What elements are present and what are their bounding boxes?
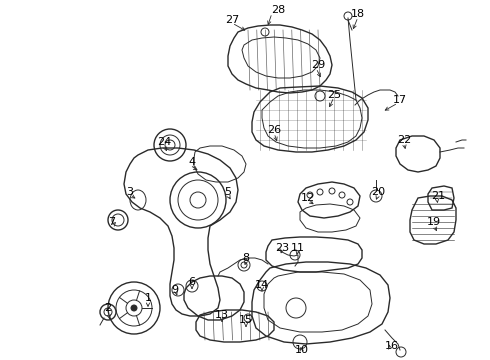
Text: 29: 29 bbox=[311, 60, 325, 70]
Text: 15: 15 bbox=[239, 315, 253, 325]
Text: 13: 13 bbox=[215, 310, 229, 320]
Text: 23: 23 bbox=[275, 243, 289, 253]
Text: 28: 28 bbox=[271, 5, 285, 15]
Text: 11: 11 bbox=[291, 243, 305, 253]
Text: 27: 27 bbox=[225, 15, 239, 25]
Text: 25: 25 bbox=[327, 90, 341, 100]
Text: 14: 14 bbox=[255, 280, 269, 290]
Text: 6: 6 bbox=[189, 277, 196, 287]
Text: 10: 10 bbox=[295, 345, 309, 355]
Text: 19: 19 bbox=[427, 217, 441, 227]
Text: 26: 26 bbox=[267, 125, 281, 135]
Text: 3: 3 bbox=[126, 187, 133, 197]
Text: 17: 17 bbox=[393, 95, 407, 105]
Text: 7: 7 bbox=[108, 217, 116, 227]
Text: 9: 9 bbox=[172, 285, 178, 295]
Text: 4: 4 bbox=[189, 157, 196, 167]
Text: 20: 20 bbox=[371, 187, 385, 197]
Text: 22: 22 bbox=[397, 135, 411, 145]
Text: 1: 1 bbox=[145, 293, 151, 303]
Text: 2: 2 bbox=[104, 303, 112, 313]
Text: 16: 16 bbox=[385, 341, 399, 351]
Text: 5: 5 bbox=[224, 187, 231, 197]
Text: 18: 18 bbox=[351, 9, 365, 19]
Text: 21: 21 bbox=[431, 191, 445, 201]
Text: 12: 12 bbox=[301, 193, 315, 203]
Circle shape bbox=[131, 305, 137, 311]
Text: 8: 8 bbox=[243, 253, 249, 263]
Text: 24: 24 bbox=[157, 137, 171, 147]
